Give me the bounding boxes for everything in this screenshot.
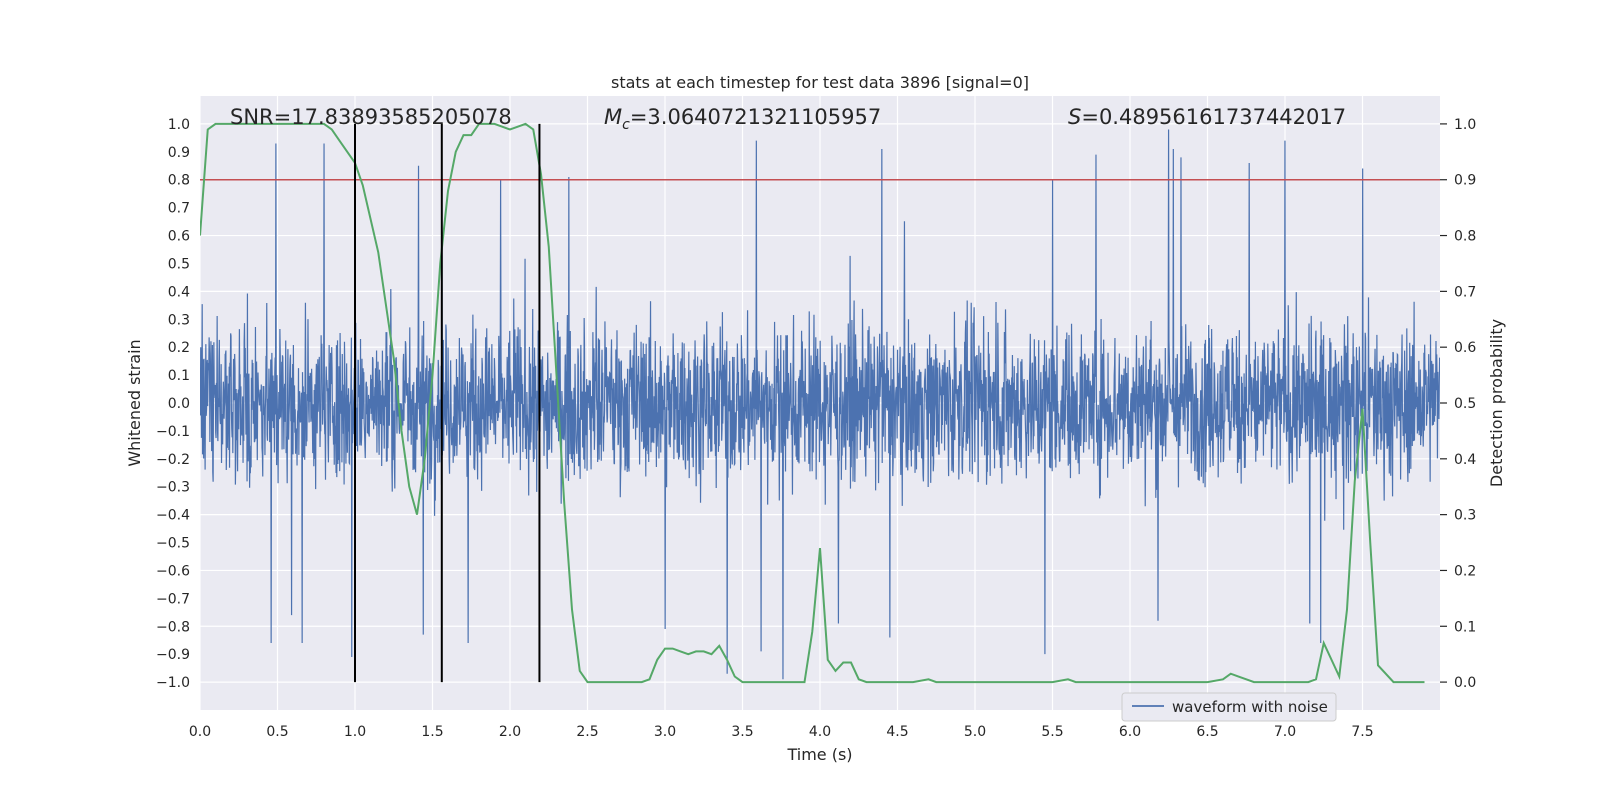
y-axis-label: Whitened strain (125, 339, 144, 466)
y2-tick-label: 0.2 (1454, 563, 1476, 579)
series-detection-probability (200, 122, 1425, 684)
y-tick-label: −0.2 (156, 452, 190, 468)
chart-title: stats at each timestep for test data 389… (611, 73, 1029, 92)
y2-tick-label: 0.1 (1454, 619, 1476, 635)
y-tick-label: −0.8 (156, 619, 190, 635)
snr-annotation: SNR=17.83893585205078 (230, 105, 512, 129)
s-symbol: S (1068, 105, 1081, 129)
y-tick-label: 0.9 (168, 145, 190, 161)
y-tick-label: −0.1 (156, 424, 190, 440)
x-tick-label: 3.0 (654, 724, 676, 740)
chirp-mass-subscript: c (622, 117, 630, 133)
y-tick-label: 1.0 (168, 117, 190, 133)
y2-tick-label: 0.4 (1454, 452, 1476, 468)
x-tick-label: 3.5 (731, 724, 753, 740)
y2-tick-label: 0.0 (1454, 675, 1476, 691)
x-tick-label: 1.0 (344, 724, 366, 740)
y2-tick-label: 1.0 (1454, 117, 1476, 133)
x-tick-label: 0.0 (189, 724, 211, 740)
y2-axis-ticks: 1.0 0.9 0.8 0.7 0.6 0.5 0.4 0.3 0.2 0.1 0.0 (1440, 117, 1476, 691)
x-tick-label: 2.5 (576, 724, 598, 740)
y-tick-label: 0.0 (168, 396, 190, 412)
x-tick-label: 4.0 (809, 724, 831, 740)
y2-tick-label: 0.6 (1454, 340, 1476, 356)
y-tick-label: 0.5 (168, 256, 190, 272)
x-tick-label: 5.0 (964, 724, 986, 740)
x-tick-label: 2.0 (499, 724, 521, 740)
y-tick-label: 0.6 (168, 229, 190, 245)
y-axis-ticks: 1.0 0.9 0.8 0.7 0.6 0.5 0.4 0.3 0.2 0.1 0.0 −0.1 −0.… (156, 117, 190, 691)
x-tick-label: 0.5 (266, 724, 288, 740)
y-tick-label: 0.1 (168, 368, 190, 384)
y-tick-label: −0.4 (156, 508, 190, 524)
y-tick-label: −0.3 (156, 480, 190, 496)
y-tick-label: 0.7 (168, 201, 190, 217)
y2-tick-label: 0.3 (1454, 508, 1476, 524)
x-axis-ticks: 0.0 0.5 1.0 1.5 2.0 2.5 3.0 3.5 4.0 4.5 5.0 5.5 6.0 6… (189, 724, 1374, 740)
y-tick-label: −0.9 (156, 647, 190, 663)
y2-tick-label: 0.5 (1454, 396, 1476, 412)
chirp-mass-value: =3.0640721321105957 (630, 105, 881, 129)
s-value: =0.48956161737442017 (1081, 105, 1346, 129)
chirp-mass-symbol: M (604, 105, 622, 129)
x-axis-label: Time (s) (786, 745, 852, 764)
s-annotation: S=0.48956161737442017 (1068, 105, 1346, 129)
y2-tick-label: 0.9 (1454, 173, 1476, 189)
marker-vertical-lines (354, 123, 541, 683)
x-tick-label: 1.5 (421, 724, 443, 740)
legend-entry-waveform: waveform with noise (1172, 698, 1328, 716)
legend: waveform with noise (1121, 692, 1337, 722)
y-tick-label: 0.2 (168, 340, 190, 356)
series-waveform-with-noise (200, 129, 1440, 680)
x-tick-label: 7.5 (1351, 724, 1373, 740)
y2-axis-label: Detection probability (1487, 319, 1506, 487)
y-tick-label: 0.4 (168, 284, 190, 300)
x-tick-label: 6.5 (1196, 724, 1218, 740)
x-tick-label: 6.0 (1119, 724, 1141, 740)
y2-tick-label: 0.7 (1454, 284, 1476, 300)
x-tick-label: 4.5 (886, 724, 908, 740)
y-tick-label: −0.6 (156, 563, 190, 579)
x-tick-label: 5.5 (1041, 724, 1063, 740)
y2-tick-label: 0.8 (1454, 229, 1476, 245)
chirp-mass-annotation: Mc=3.0640721321105957 (604, 105, 881, 133)
y-tick-label: −1.0 (156, 675, 190, 691)
y-tick-label: −0.5 (156, 536, 190, 552)
y-tick-label: −0.7 (156, 591, 190, 607)
legend-box (1121, 692, 1337, 722)
x-tick-label: 7.0 (1274, 724, 1296, 740)
y-tick-label: 0.3 (168, 312, 190, 328)
y-tick-label: 0.8 (168, 173, 190, 189)
